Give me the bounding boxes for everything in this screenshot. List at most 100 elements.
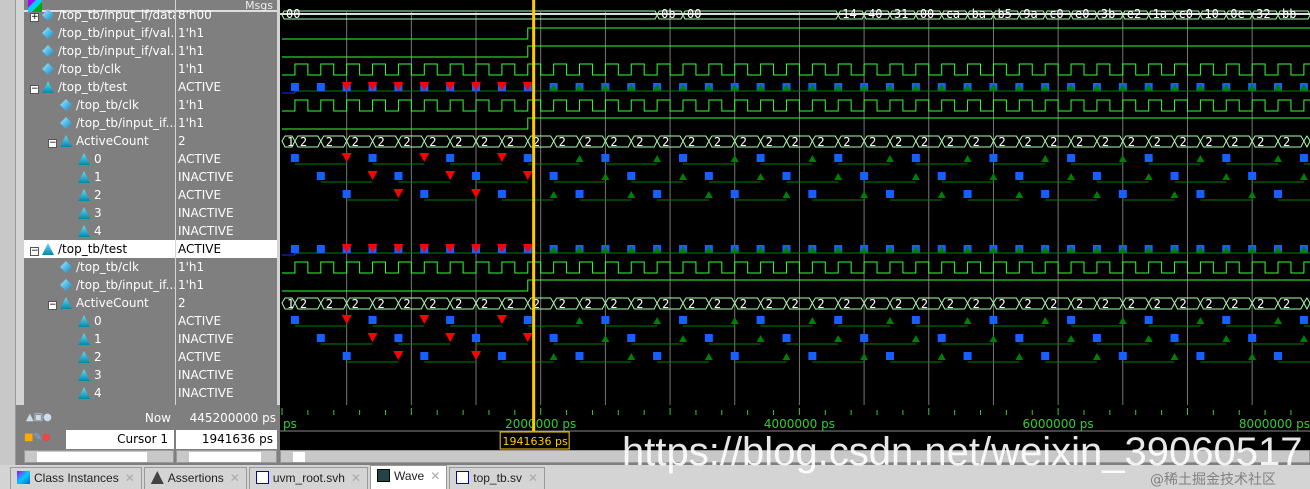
fail-marker — [393, 189, 404, 198]
start-marker — [342, 352, 351, 360]
close-tab-icon[interactable]: ✕ — [430, 469, 441, 483]
collapse-button[interactable]: − — [48, 138, 57, 148]
signal-row[interactable]: 2 — [24, 186, 175, 204]
start-marker — [911, 316, 920, 324]
signal-row[interactable]: 2 — [24, 348, 175, 366]
signal-row[interactable]: 1 — [24, 168, 175, 186]
count-value: 2 — [507, 297, 514, 311]
start-marker — [1299, 154, 1308, 162]
signal-names-pane: + /top_tb/input_if/data/top_tb/input_if/v… — [24, 0, 175, 405]
signal-row[interactable]: 1 — [24, 330, 175, 348]
count-value: 2 — [1231, 135, 1238, 149]
start-marker — [290, 245, 299, 253]
pass-marker — [782, 246, 791, 253]
signal-row[interactable]: /top_tb/input_if... — [24, 114, 175, 132]
waveform-pane[interactable]: 00 0b 00 14 40 31 00 ca ba b5 9a c0 e0 3b e2 1a c0 10 0e 32… — [280, 0, 1310, 405]
start-marker — [1118, 352, 1127, 360]
signal-row[interactable]: /top_tb/input_if/val... — [24, 24, 175, 42]
fail-marker — [419, 315, 430, 324]
signal-row[interactable]: /top_tb/input_if... — [24, 276, 175, 294]
count-value: 2 — [378, 135, 385, 149]
bus-value: 00 — [687, 7, 701, 21]
count-value: 2 — [507, 135, 514, 149]
clock-waveform — [282, 261, 1310, 274]
collapse-button[interactable]: − — [48, 300, 57, 310]
assert-line — [294, 90, 1310, 93]
start-marker — [290, 83, 299, 91]
count-segment — [475, 297, 503, 310]
pass-marker — [756, 246, 765, 253]
close-tab-icon[interactable]: ✕ — [124, 471, 135, 485]
pass-marker — [1222, 173, 1231, 180]
pass-marker — [704, 191, 713, 198]
close-tab-icon[interactable]: ✕ — [350, 471, 361, 485]
start-marker — [1222, 316, 1231, 324]
collapse-button[interactable]: − — [30, 246, 39, 256]
valid-waveform — [282, 27, 1310, 40]
signal-name: 1 — [94, 332, 102, 346]
count-segment — [967, 297, 995, 310]
signal-name: 0 — [94, 152, 102, 166]
start-marker — [290, 154, 299, 162]
toolbar-icon[interactable] — [28, 0, 42, 12]
start-marker — [316, 172, 325, 180]
close-tab-icon[interactable]: ✕ — [527, 471, 539, 485]
count-value: 2 — [1257, 297, 1264, 311]
pass-marker — [730, 155, 739, 162]
tab-wave[interactable]: Wave ✕ — [369, 465, 448, 489]
signal-row[interactable]: − ActiveCount — [24, 294, 175, 312]
tab-class-instances[interactable]: Class Instances ✕ — [10, 467, 142, 489]
tab-top-tb-sv[interactable]: top_tb.sv ✕ — [449, 467, 546, 489]
names-scrollbar[interactable] — [24, 450, 174, 463]
signal-name: 0 — [94, 314, 102, 328]
signal-name: /top_tb/test — [58, 80, 128, 94]
bus-value: 32 — [1256, 7, 1270, 21]
assertion-icon — [78, 333, 90, 345]
pass-marker — [653, 84, 662, 91]
start-marker — [394, 334, 403, 342]
signal-row[interactable]: /top_tb/clk — [24, 258, 175, 276]
cursor-value[interactable]: 1941636 ps — [176, 430, 277, 449]
signal-row[interactable]: 4 — [24, 384, 175, 402]
signal-row[interactable]: − /top_tb/test — [24, 240, 175, 258]
start-marker — [808, 190, 817, 198]
tab-assertions[interactable]: Assertions ✕ — [143, 467, 247, 489]
close-tab-icon[interactable]: ✕ — [229, 471, 240, 485]
pass-marker — [730, 317, 739, 324]
cursor-name[interactable]: Cursor 1 — [66, 430, 174, 449]
pass-marker — [860, 246, 869, 253]
start-marker — [601, 316, 610, 324]
signal-row[interactable]: 0 — [24, 312, 175, 330]
fail-marker — [471, 244, 482, 253]
values-scrollbar[interactable] — [176, 450, 277, 463]
signal-row[interactable]: 3 — [24, 366, 175, 384]
signal-value: ACTIVE — [178, 152, 222, 166]
signal-row[interactable]: − /top_tb/test — [24, 78, 175, 96]
signal-row[interactable]: /top_tb/clk — [24, 60, 175, 78]
start-marker — [885, 352, 894, 360]
signal-value: INACTIVE — [178, 206, 234, 220]
expand-button[interactable]: + — [30, 12, 39, 22]
count-segment — [708, 297, 736, 310]
count-segment — [1122, 135, 1150, 148]
tab-uvm-root-svh[interactable]: uvm_root.svh ✕ — [248, 467, 368, 489]
count-segment — [320, 135, 348, 148]
signal-row[interactable]: + /top_tb/input_if/data — [24, 6, 175, 24]
count-value: 2 — [481, 135, 488, 149]
signal-value: ACTIVE — [178, 188, 222, 202]
time-ruler[interactable]: ps 2000000 ps 4000000 ps 6000000 ps 8000000 … — [280, 405, 1310, 450]
start-marker — [290, 316, 299, 324]
signal-row[interactable]: /top_tb/clk — [24, 96, 175, 114]
start-marker — [860, 172, 869, 180]
collapse-button[interactable]: − — [30, 84, 39, 94]
wave-scrollbar[interactable] — [280, 450, 1310, 463]
signal-row[interactable]: 0 — [24, 150, 175, 168]
signal-row[interactable]: 4 — [24, 222, 175, 240]
signal-row[interactable]: 3 — [24, 204, 175, 222]
cursor-icons[interactable]: ■✎● — [24, 432, 51, 443]
count-value: 1 — [287, 135, 294, 149]
signal-row[interactable]: − ActiveCount — [24, 132, 175, 150]
pass-marker — [989, 246, 998, 253]
pass-marker — [989, 173, 998, 180]
signal-row[interactable]: /top_tb/input_if/val... — [24, 42, 175, 60]
